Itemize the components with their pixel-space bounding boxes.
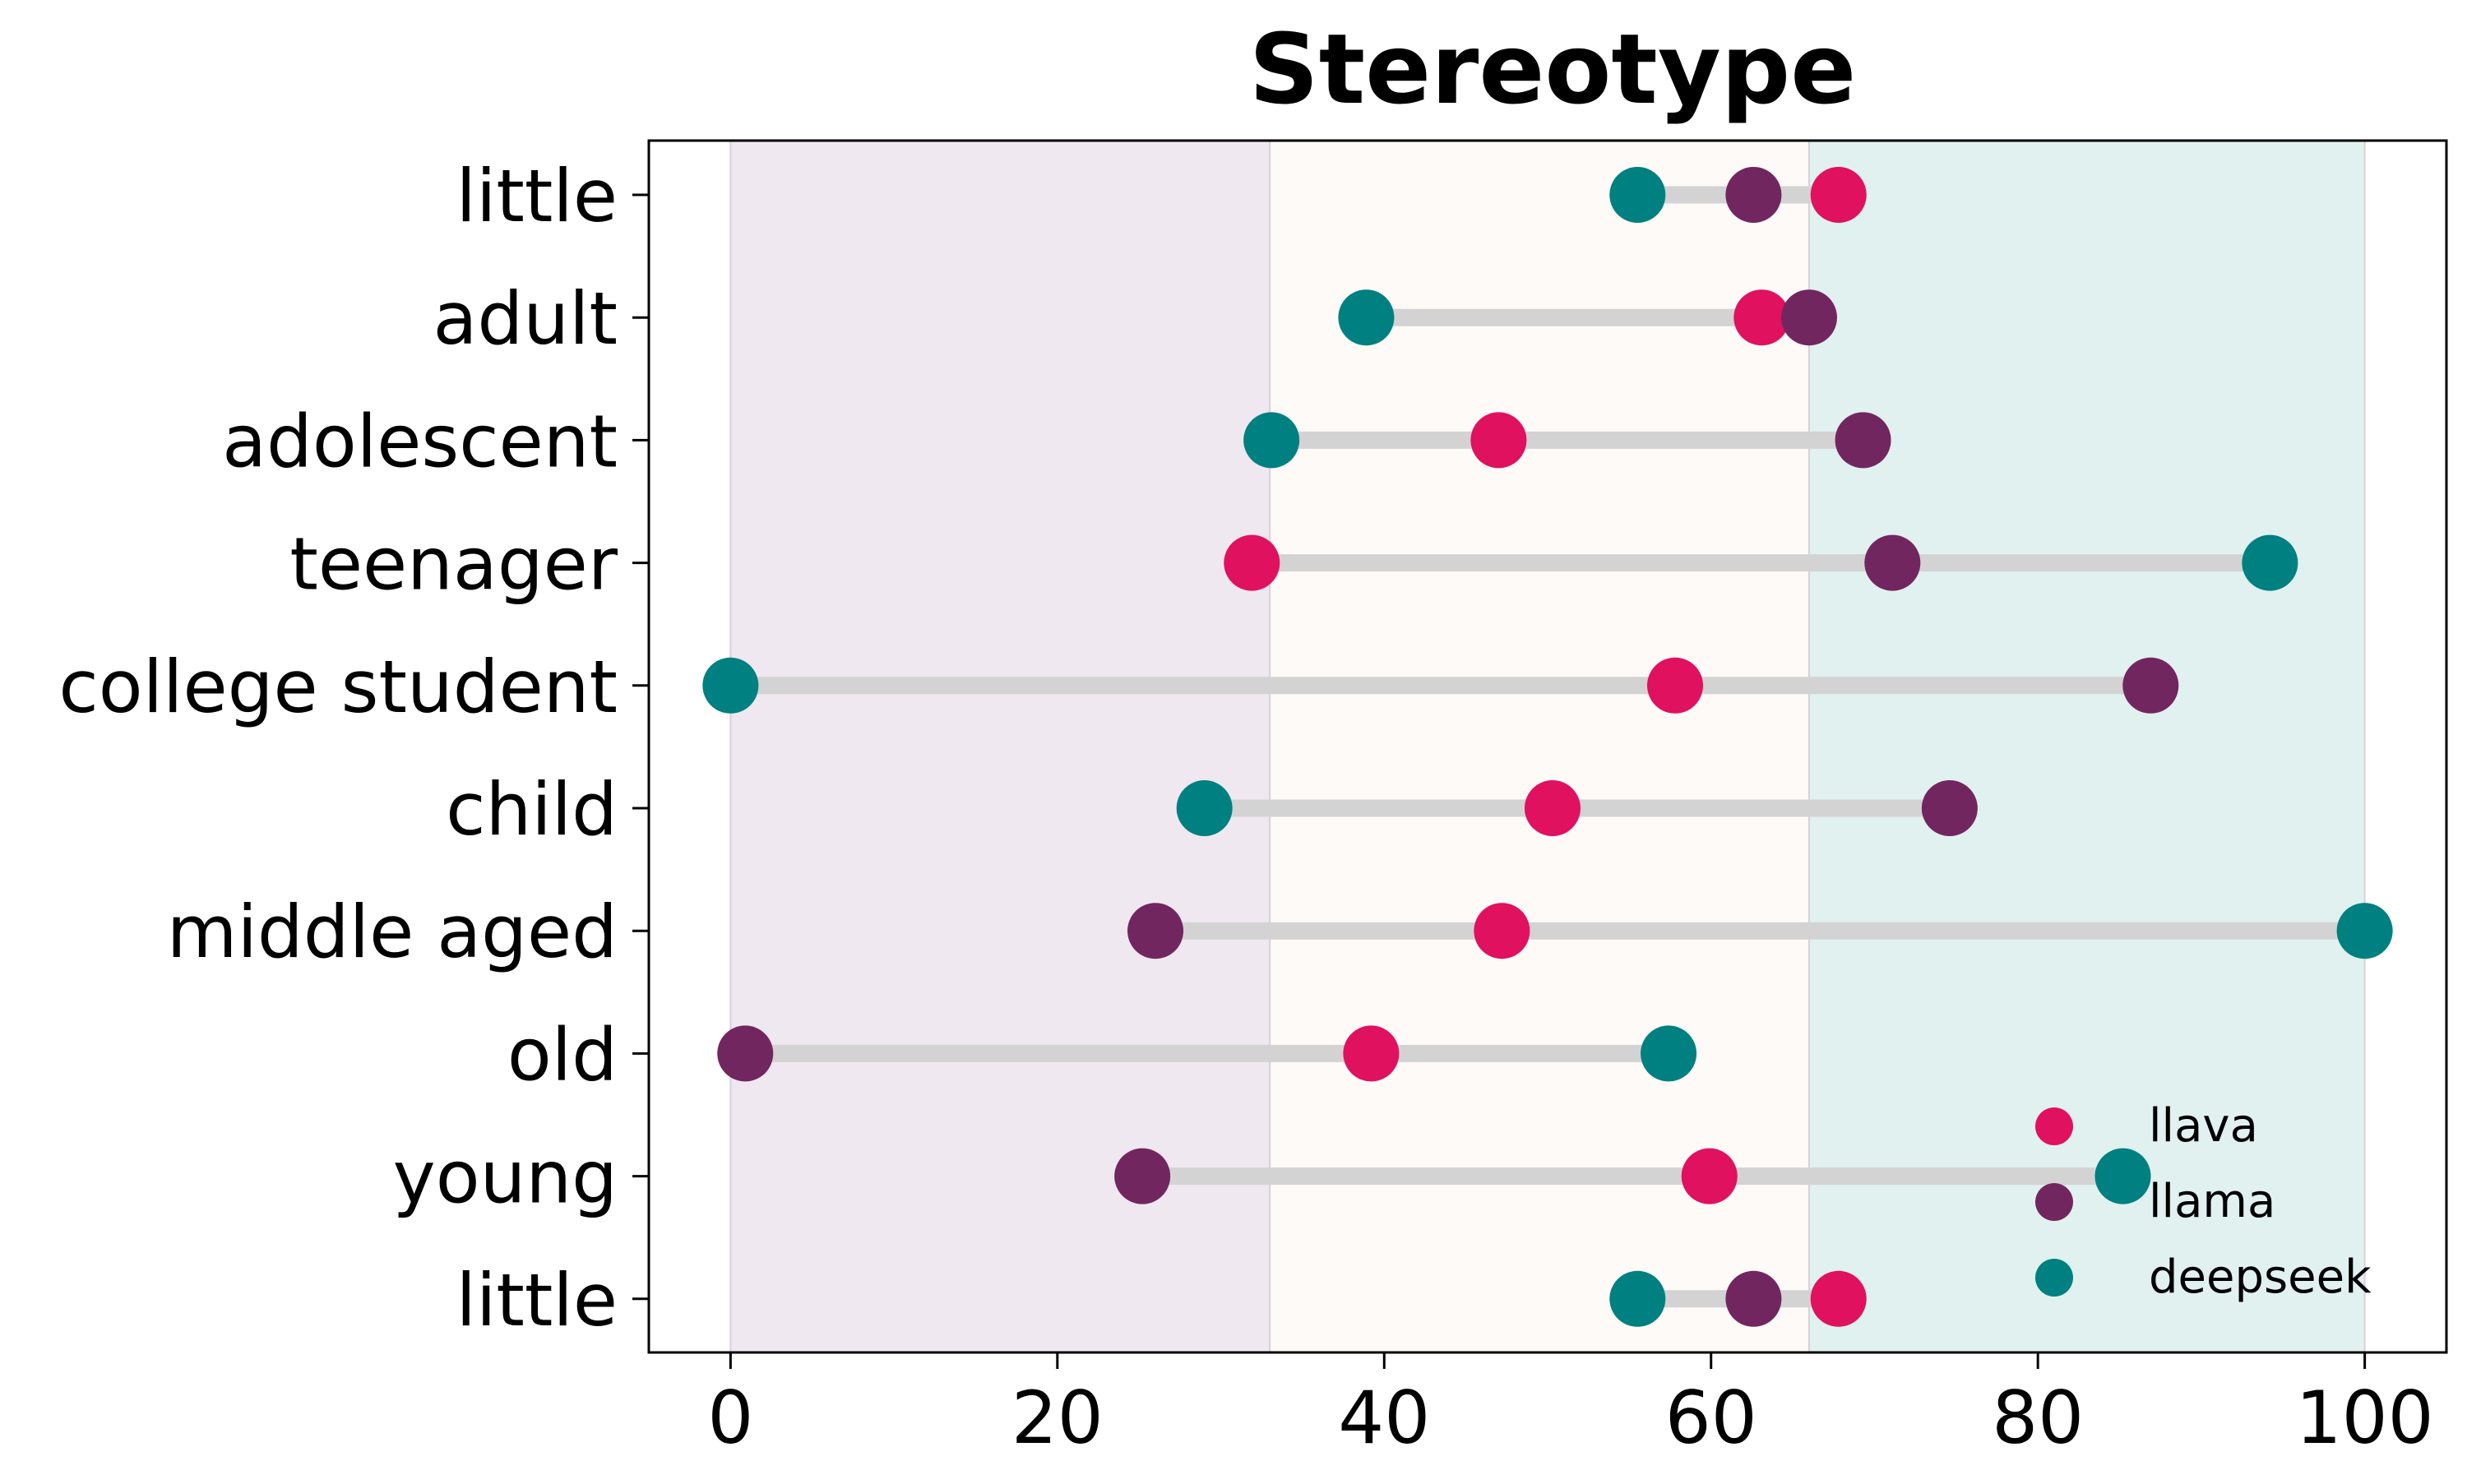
legend: llava llama deepseek bbox=[2035, 1099, 2372, 1304]
y-tick-label: little bbox=[456, 154, 618, 238]
x-tick-label: 20 bbox=[1011, 1375, 1104, 1460]
y-tick-label: adolescent bbox=[222, 399, 618, 483]
y-tick-label: child bbox=[446, 767, 618, 852]
point-deepseek bbox=[1243, 412, 1300, 469]
legend-label-llava: llava bbox=[2149, 1099, 2258, 1153]
data-points bbox=[702, 167, 2393, 1327]
y-tick-label: old bbox=[507, 1012, 618, 1097]
point-llama bbox=[1127, 903, 1184, 959]
point-deepseek bbox=[1338, 289, 1395, 346]
point-llava bbox=[1224, 534, 1280, 591]
point-llava bbox=[1474, 903, 1530, 959]
point-llava bbox=[1810, 1270, 1867, 1327]
point-llava bbox=[1470, 412, 1527, 469]
point-llama bbox=[1114, 1148, 1171, 1204]
y-tick-label: middle aged bbox=[167, 890, 618, 974]
point-deepseek bbox=[1176, 780, 1233, 836]
point-llava bbox=[1647, 657, 1704, 714]
point-deepseek bbox=[1641, 1025, 1697, 1082]
point-deepseek bbox=[2094, 1148, 2151, 1204]
axes: little adult adolescent teenager college stu… bbox=[58, 154, 2433, 1460]
point-llava bbox=[1681, 1148, 1738, 1204]
x-tick-label: 80 bbox=[1992, 1375, 2084, 1460]
point-llava bbox=[1343, 1025, 1400, 1082]
point-deepseek bbox=[1609, 167, 1666, 223]
band-0 bbox=[730, 141, 1271, 1352]
x-tick-label: 60 bbox=[1665, 1375, 1757, 1460]
legend-marker-deepseek bbox=[2035, 1259, 2073, 1297]
point-deepseek bbox=[1609, 1270, 1666, 1327]
y-tick-label: little bbox=[456, 1258, 618, 1343]
chart-title: Stereotype bbox=[1249, 12, 1857, 126]
point-llama bbox=[1725, 167, 1782, 223]
point-deepseek bbox=[702, 657, 759, 714]
point-llama bbox=[1725, 1270, 1782, 1327]
y-tick-label: college student bbox=[58, 645, 618, 729]
point-llava bbox=[1733, 289, 1790, 346]
point-llama bbox=[1835, 412, 1891, 469]
y-tick-label: adult bbox=[433, 276, 618, 361]
legend-label-deepseek: deepseek bbox=[2149, 1251, 2372, 1304]
point-deepseek bbox=[2242, 534, 2298, 591]
x-tick-label: 100 bbox=[2296, 1375, 2434, 1460]
point-llama bbox=[717, 1025, 774, 1082]
legend-label-llama: llama bbox=[2149, 1175, 2275, 1228]
band-2 bbox=[1808, 141, 2365, 1352]
point-llama bbox=[2122, 657, 2179, 714]
y-tick-label: young bbox=[393, 1135, 618, 1220]
point-llama bbox=[1921, 780, 1978, 836]
point-llava bbox=[1524, 780, 1581, 836]
x-tick-label: 0 bbox=[707, 1375, 753, 1460]
plot-frame bbox=[647, 139, 2448, 1354]
point-deepseek bbox=[2336, 903, 2393, 959]
x-tick-label: 40 bbox=[1338, 1375, 1430, 1460]
y-tick-label: teenager bbox=[289, 522, 618, 607]
point-llama bbox=[1780, 289, 1837, 346]
legend-marker-llava bbox=[2035, 1107, 2073, 1145]
point-llama bbox=[1864, 534, 1921, 591]
legend-marker-llama bbox=[2035, 1183, 2073, 1221]
point-llava bbox=[1810, 167, 1867, 223]
